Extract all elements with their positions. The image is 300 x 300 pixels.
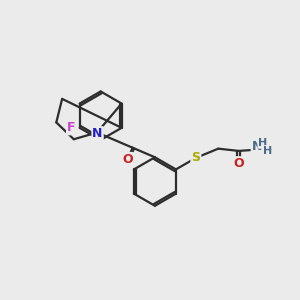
Text: N: N	[252, 140, 262, 153]
Text: O: O	[122, 153, 133, 166]
Text: S: S	[191, 152, 200, 164]
Text: H: H	[263, 146, 272, 156]
Text: H: H	[258, 138, 268, 148]
Text: F: F	[67, 121, 76, 134]
Text: N: N	[92, 127, 103, 140]
Text: O: O	[233, 157, 244, 170]
